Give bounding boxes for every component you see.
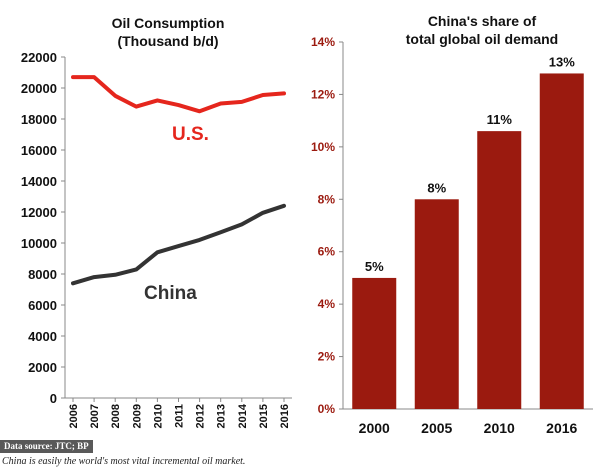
bar-data-label: 8% (427, 180, 446, 195)
bar-category-label: 2005 (421, 420, 452, 436)
left-x-tick-label: 2007 (89, 404, 101, 428)
right-y-tick-label: 6% (318, 245, 336, 259)
data-source-label: Data source: JTC; BP (0, 440, 93, 453)
left-y-tick-label: 16000 (21, 143, 57, 158)
bar-2016 (539, 73, 584, 409)
series-line-us (71, 75, 286, 114)
left-series-lines (71, 75, 286, 286)
left-x-tick-label: 2009 (131, 404, 143, 428)
bar-data-label: 13% (549, 54, 575, 69)
bar-category-labels: 2000 2005 2010 2016 (359, 420, 578, 436)
bar-data-label: 11% (487, 112, 513, 127)
left-x-tick-label: 2016 (279, 404, 291, 428)
bar-category-label: 2016 (546, 420, 577, 436)
left-y-tick-label: 18000 (21, 112, 57, 127)
left-y-tick-label: 12000 (21, 205, 57, 220)
bar-2005 (414, 199, 459, 409)
right-y-tick-label: 4% (318, 297, 336, 311)
left-x-tick-label: 2014 (237, 403, 249, 428)
left-y-tick-label: 6000 (28, 298, 57, 313)
series-line-china (71, 203, 286, 286)
right-y-tick-label: 2% (318, 350, 336, 364)
left-y-tick-label: 14000 (21, 174, 57, 189)
right-y-tick-label: 8% (318, 192, 336, 206)
left-y-tick-label: 4000 (28, 329, 57, 344)
right-y-tick-label: 14% (311, 35, 335, 49)
left-y-tick-label: 0 (50, 391, 57, 406)
bar-series (352, 73, 584, 409)
right-y-tick-labels: 0% 2% 4% 6% 8% 10% 12% 14% (311, 35, 335, 416)
bar-data-label: 5% (365, 259, 384, 274)
left-x-tick-labels: 2006 2007 2008 2009 2010 2011 2012 2013 2014 2015… (68, 403, 291, 428)
right-y-tick-label: 10% (311, 140, 335, 154)
left-y-tick-label: 20000 (21, 81, 57, 96)
left-y-tick-labels: 0 2000 4000 6000 8000 10000 12000 14000 16000 180… (21, 50, 57, 406)
left-chart-subtitle: (Thousand b/d) (117, 33, 218, 49)
bar-2000 (352, 277, 397, 409)
right-chart-title: China's share of (428, 13, 537, 29)
left-y-tick-label: 22000 (21, 50, 57, 65)
right-chart-subtitle: total global oil demand (406, 31, 558, 47)
left-chart-axes (61, 56, 292, 402)
left-x-tick-label: 2012 (195, 404, 207, 428)
bar-data-labels: 5% 8% 11% 13% (365, 54, 575, 273)
bar-category-label: 2000 (359, 420, 390, 436)
right-y-tick-label: 0% (318, 402, 336, 416)
figure-caption: China is easily the world's most vital i… (2, 456, 246, 467)
caption-area (0, 440, 600, 470)
bar-2010 (477, 131, 522, 409)
left-y-tick-label: 10000 (21, 236, 57, 251)
bar-category-label: 2010 (484, 420, 515, 436)
left-x-tick-label: 2011 (174, 404, 186, 428)
series-label-china: China (144, 283, 197, 304)
left-y-tick-label: 8000 (28, 267, 57, 282)
series-label-us: U.S. (172, 124, 209, 145)
left-x-tick-label: 2010 (152, 404, 164, 428)
left-chart-title: Oil Consumption (112, 15, 225, 31)
left-y-tick-label: 2000 (28, 360, 57, 375)
left-x-tick-label: 2013 (216, 404, 228, 428)
left-x-tick-label: 2015 (258, 404, 270, 428)
left-x-tick-label: 2008 (110, 404, 122, 428)
right-y-tick-label: 12% (311, 87, 335, 101)
left-x-tick-label: 2006 (68, 404, 80, 428)
